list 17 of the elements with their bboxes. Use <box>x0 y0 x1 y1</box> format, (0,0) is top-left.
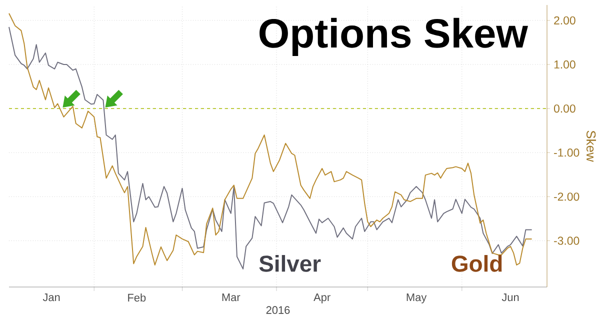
x-tick-label: May <box>406 294 427 304</box>
x-axis-title: 2016 <box>266 306 290 314</box>
x-tick-label: Jan <box>42 294 60 302</box>
y-tick-label: -2.00 <box>554 192 580 201</box>
x-tick-label: Apr <box>314 294 330 304</box>
series-label: Gold <box>452 255 502 272</box>
x-tick-label: Mar <box>222 294 240 302</box>
chart-title: Options Skew <box>260 18 528 56</box>
series-label: Silver <box>259 255 321 272</box>
y-tick-label: 2.00 <box>554 16 576 24</box>
y-tick-label: -1.00 <box>554 148 580 157</box>
y-tick-label: -3.00 <box>554 236 580 245</box>
y-axis-title: Skew <box>586 130 596 162</box>
x-tick-label: Feb <box>128 294 146 302</box>
x-tick-label: Jun <box>502 294 519 302</box>
y-tick-label: 0.00 <box>554 104 576 113</box>
y-tick-label: 1.00 <box>554 60 576 69</box>
